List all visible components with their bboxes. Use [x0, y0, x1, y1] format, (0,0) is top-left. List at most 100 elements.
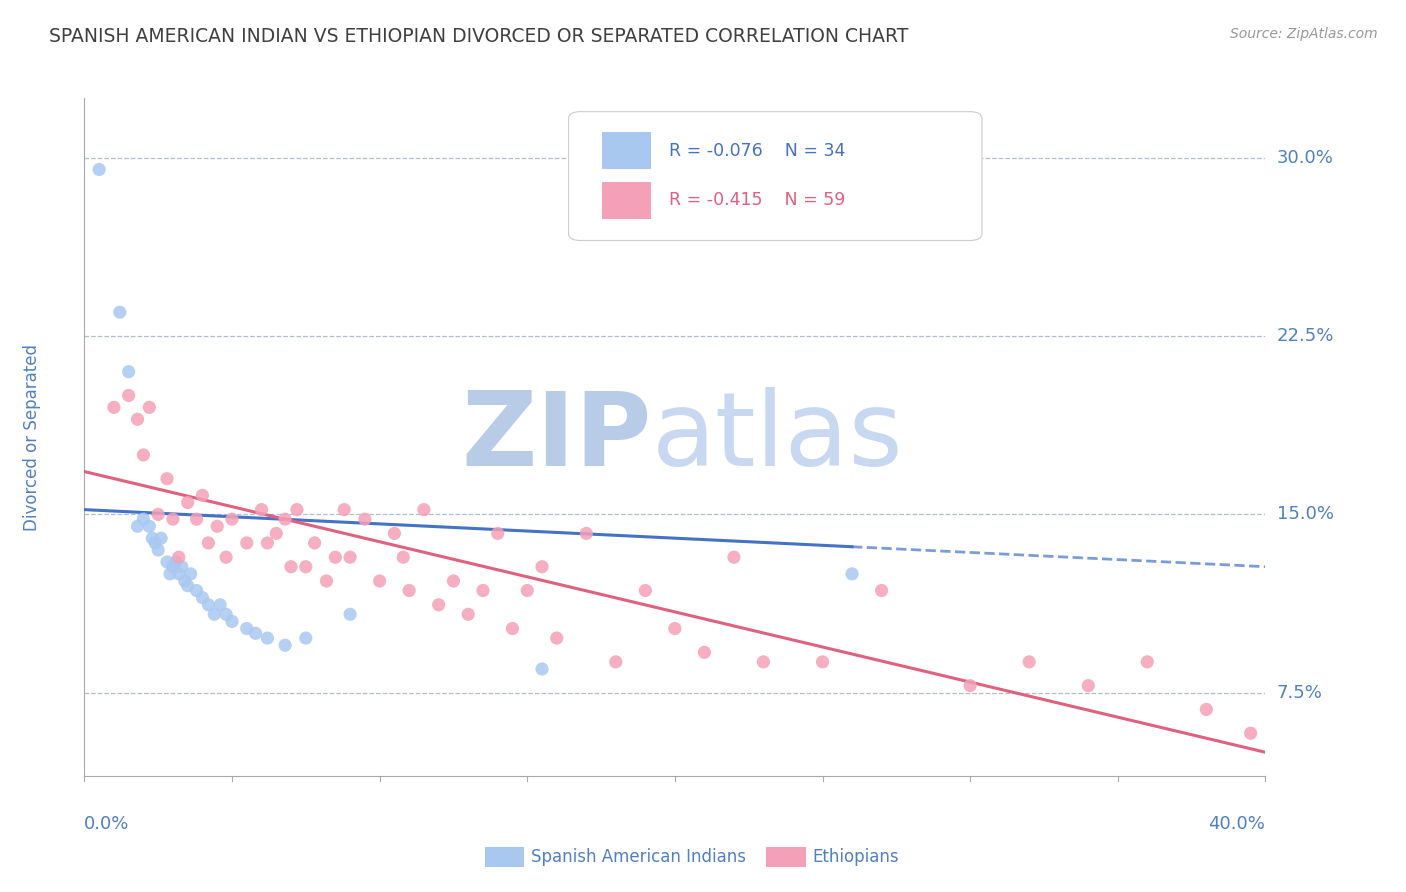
Point — [148, 508, 170, 522]
Point — [382, 526, 406, 541]
Point — [323, 550, 347, 565]
Point — [143, 536, 166, 550]
Text: atlas: atlas — [651, 386, 903, 488]
Point — [197, 536, 219, 550]
Point — [274, 512, 297, 526]
Point — [127, 412, 149, 426]
Point — [959, 679, 981, 693]
Point — [811, 655, 834, 669]
Point — [118, 365, 141, 379]
Point — [486, 526, 509, 541]
Point — [108, 305, 131, 319]
Point — [162, 559, 184, 574]
Text: 22.5%: 22.5% — [1277, 327, 1334, 345]
Point — [256, 631, 278, 645]
Point — [156, 555, 179, 569]
Point — [295, 631, 318, 645]
Point — [205, 519, 228, 533]
Point — [235, 622, 259, 636]
Text: 30.0%: 30.0% — [1277, 149, 1333, 167]
Point — [177, 579, 200, 593]
Point — [156, 472, 179, 486]
Point — [167, 566, 190, 581]
Point — [215, 550, 238, 565]
Point — [221, 615, 243, 629]
Point — [138, 401, 160, 415]
Point — [132, 448, 155, 462]
Point — [159, 566, 181, 581]
Point — [339, 607, 361, 622]
Text: 40.0%: 40.0% — [1209, 815, 1265, 833]
Point — [141, 531, 163, 545]
Point — [304, 536, 326, 550]
Point — [221, 512, 243, 526]
Point — [634, 583, 657, 598]
Bar — [602, 132, 651, 169]
Point — [138, 519, 160, 533]
Point — [202, 607, 225, 622]
Point — [457, 607, 479, 622]
Point — [575, 526, 598, 541]
Point — [413, 502, 436, 516]
Point — [148, 543, 170, 558]
Point — [173, 574, 195, 588]
Text: ZIP: ZIP — [461, 386, 651, 488]
Point — [165, 555, 187, 569]
Point — [186, 512, 208, 526]
Point — [180, 566, 202, 581]
Point — [472, 583, 495, 598]
Text: 7.5%: 7.5% — [1277, 684, 1323, 702]
Point — [427, 598, 450, 612]
Point — [118, 388, 141, 402]
Text: Spanish American Indians: Spanish American Indians — [531, 848, 747, 866]
Point — [150, 531, 173, 545]
Point — [354, 512, 377, 526]
Point — [693, 645, 716, 659]
Point — [170, 559, 193, 574]
Point — [333, 502, 356, 516]
Point — [870, 583, 893, 598]
FancyBboxPatch shape — [568, 112, 981, 241]
Point — [516, 583, 538, 598]
Point — [664, 622, 686, 636]
Point — [392, 550, 415, 565]
Point — [256, 536, 278, 550]
Point — [398, 583, 420, 598]
Point — [186, 583, 208, 598]
Point — [723, 550, 745, 565]
Point — [274, 638, 297, 652]
Point — [87, 162, 111, 177]
Point — [250, 502, 273, 516]
Point — [605, 655, 627, 669]
Point — [501, 622, 523, 636]
Point — [167, 550, 190, 565]
Bar — [602, 181, 651, 219]
Point — [235, 536, 259, 550]
Point — [103, 401, 125, 415]
Point — [530, 662, 553, 676]
Text: R = -0.415    N = 59: R = -0.415 N = 59 — [669, 192, 845, 210]
Point — [546, 631, 568, 645]
Point — [177, 495, 200, 509]
Text: Ethiopians: Ethiopians — [813, 848, 900, 866]
Point — [295, 559, 318, 574]
Point — [191, 488, 214, 502]
Point — [162, 512, 184, 526]
Point — [1077, 679, 1099, 693]
Point — [441, 574, 464, 588]
Point — [127, 519, 149, 533]
Point — [339, 550, 361, 565]
Point — [191, 591, 214, 605]
Text: Source: ZipAtlas.com: Source: ZipAtlas.com — [1230, 27, 1378, 41]
Point — [197, 598, 219, 612]
Point — [245, 626, 267, 640]
Point — [1240, 726, 1263, 740]
Point — [285, 502, 308, 516]
Text: R = -0.076    N = 34: R = -0.076 N = 34 — [669, 142, 845, 160]
Point — [209, 598, 232, 612]
Text: 0.0%: 0.0% — [84, 815, 129, 833]
Point — [530, 559, 553, 574]
Point — [368, 574, 391, 588]
Text: SPANISH AMERICAN INDIAN VS ETHIOPIAN DIVORCED OR SEPARATED CORRELATION CHART: SPANISH AMERICAN INDIAN VS ETHIOPIAN DIV… — [49, 27, 908, 45]
Text: 15.0%: 15.0% — [1277, 506, 1333, 524]
